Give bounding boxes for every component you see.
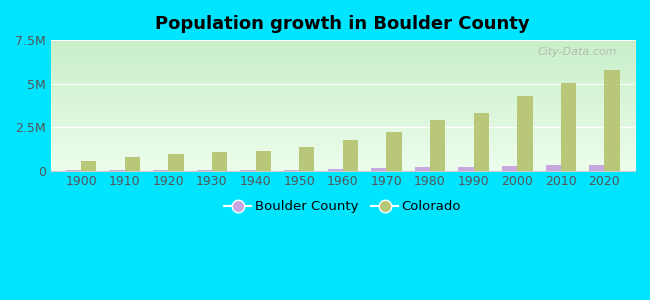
Bar <box>430 120 445 171</box>
Bar <box>386 132 402 171</box>
Legend: Boulder County, Colorado: Boulder County, Colorado <box>219 195 467 219</box>
Bar <box>458 167 474 171</box>
Bar <box>240 170 255 171</box>
Bar <box>284 170 299 171</box>
Bar <box>212 152 227 171</box>
Bar <box>371 168 386 171</box>
Bar <box>81 161 96 171</box>
Bar <box>255 151 271 171</box>
Bar <box>299 147 315 171</box>
Bar <box>604 70 619 171</box>
Text: City-Data.com: City-Data.com <box>538 46 617 57</box>
Bar <box>589 165 604 171</box>
Bar <box>545 165 561 171</box>
Bar <box>197 170 212 171</box>
Bar <box>561 83 576 171</box>
Bar <box>343 140 358 171</box>
Bar <box>125 157 140 171</box>
Bar <box>502 166 517 171</box>
Bar <box>517 96 532 171</box>
Bar <box>415 167 430 171</box>
Bar <box>474 113 489 171</box>
Bar <box>109 170 125 171</box>
Bar <box>153 170 168 171</box>
Bar <box>168 154 183 171</box>
Title: Population growth in Boulder County: Population growth in Boulder County <box>155 15 530 33</box>
Bar <box>328 169 343 171</box>
